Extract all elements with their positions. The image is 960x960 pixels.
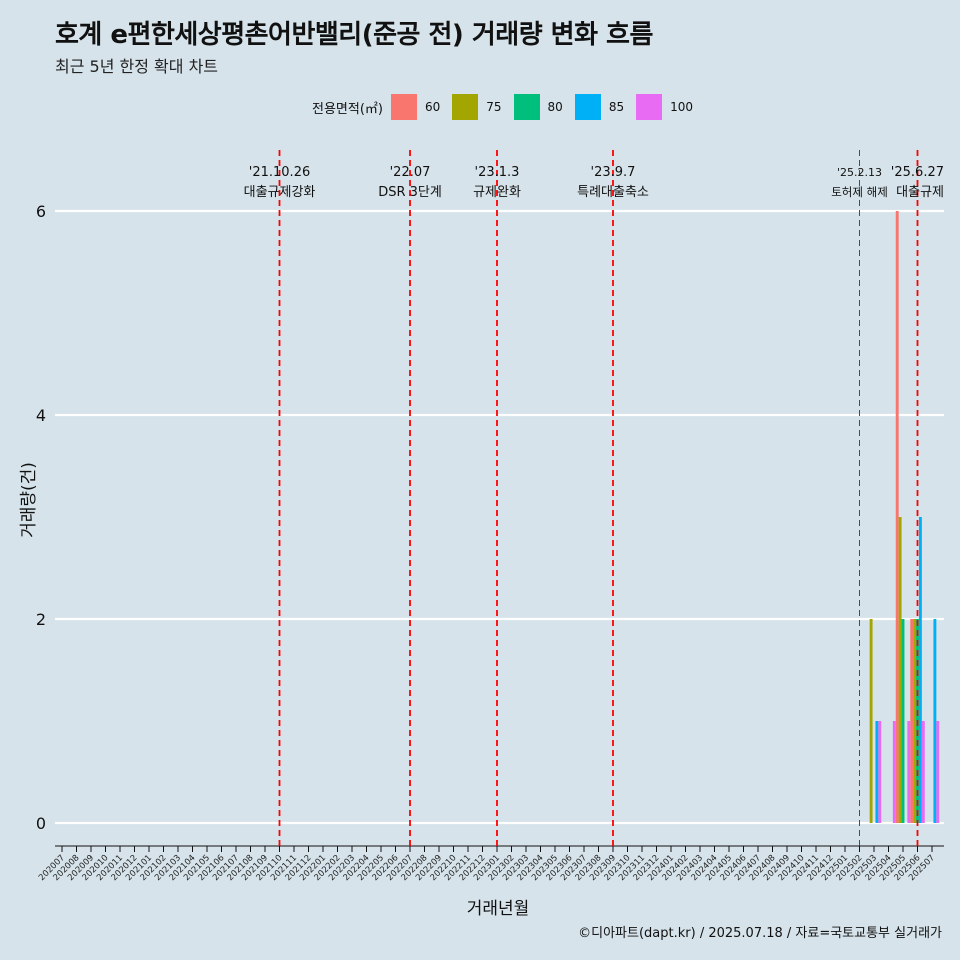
event-date-label: '23.1.3 [475, 165, 520, 180]
bar-85-202503 [875, 721, 879, 823]
source-caption: ©디아파트(dapt.kr) / 2025.07.18 / 자료=국토교통부 실… [578, 926, 942, 941]
bar-100-202503 [878, 721, 882, 823]
legend-swatch-75 [452, 94, 479, 120]
bar-75-202503 [869, 619, 873, 823]
y-tick-label: 0 [36, 814, 46, 833]
legend-item-100: 100 [636, 94, 701, 120]
chart-subtitle: 최근 5년 한정 확대 차트 [55, 57, 219, 76]
bar-85-202506 [918, 517, 922, 823]
legend-swatch-60 [390, 94, 417, 120]
legend-item-75: 75 [452, 94, 509, 120]
legend-item-80: 80 [513, 94, 571, 120]
bar-100-202507 [936, 721, 940, 823]
event-name-label: 규제완화 [473, 185, 521, 200]
chart-title: 호계 e편한세상평촌어반밸리(준공 전) 거래량 변화 흐름 [55, 20, 653, 50]
bar-60-202505 [895, 211, 899, 823]
legend-item-85: 85 [574, 94, 632, 120]
bar-100-202506 [921, 721, 925, 823]
legend-label-60: 60 [424, 100, 441, 114]
y-tick-label: 6 [36, 202, 46, 221]
bar-100-202504 [892, 721, 896, 823]
event-name-label: DSR 3단계 [378, 185, 442, 200]
y-axis-title: 거래량(건) [19, 462, 39, 538]
legend-label-80: 80 [547, 100, 563, 114]
legend-label-85: 85 [608, 100, 625, 114]
event-name-label: 대출규제 [896, 185, 944, 200]
y-tick-label: 2 [36, 610, 46, 629]
event-name-label: 토허제 해제 [831, 185, 888, 199]
bar-75-202506 [913, 619, 917, 823]
bar-85-202507 [933, 619, 937, 823]
event-date-label: '23.9.7 [591, 165, 636, 180]
legend: 전용면적(㎡) 60 75 80 85 100 [312, 93, 705, 121]
legend-swatch-100 [636, 94, 663, 120]
event-date-label: '21.10.26 [249, 165, 310, 180]
legend-title: 전용면적(㎡) [312, 101, 383, 117]
y-tick-label: 4 [36, 406, 46, 425]
legend-swatch-85 [574, 94, 601, 120]
legend-label-100: 100 [670, 100, 694, 114]
legend-item-60: 60 [390, 94, 448, 120]
event-name-label: 특례대출축소 [577, 185, 649, 200]
bar-100-202505 [907, 721, 911, 823]
bar-60-202506 [910, 619, 914, 823]
event-name-label: 대출규제강화 [244, 185, 316, 200]
bar-75-202505 [898, 517, 902, 823]
event-date-label: '25.6.27 [891, 165, 944, 180]
event-date-label: '22.07 [390, 165, 431, 180]
event-date-label: '25.2.13 [837, 166, 882, 179]
bar-80-202505 [901, 619, 905, 823]
legend-label-75: 75 [486, 100, 502, 114]
x-axis-title: 거래년월 [467, 899, 530, 919]
legend-swatch-80 [513, 94, 540, 120]
